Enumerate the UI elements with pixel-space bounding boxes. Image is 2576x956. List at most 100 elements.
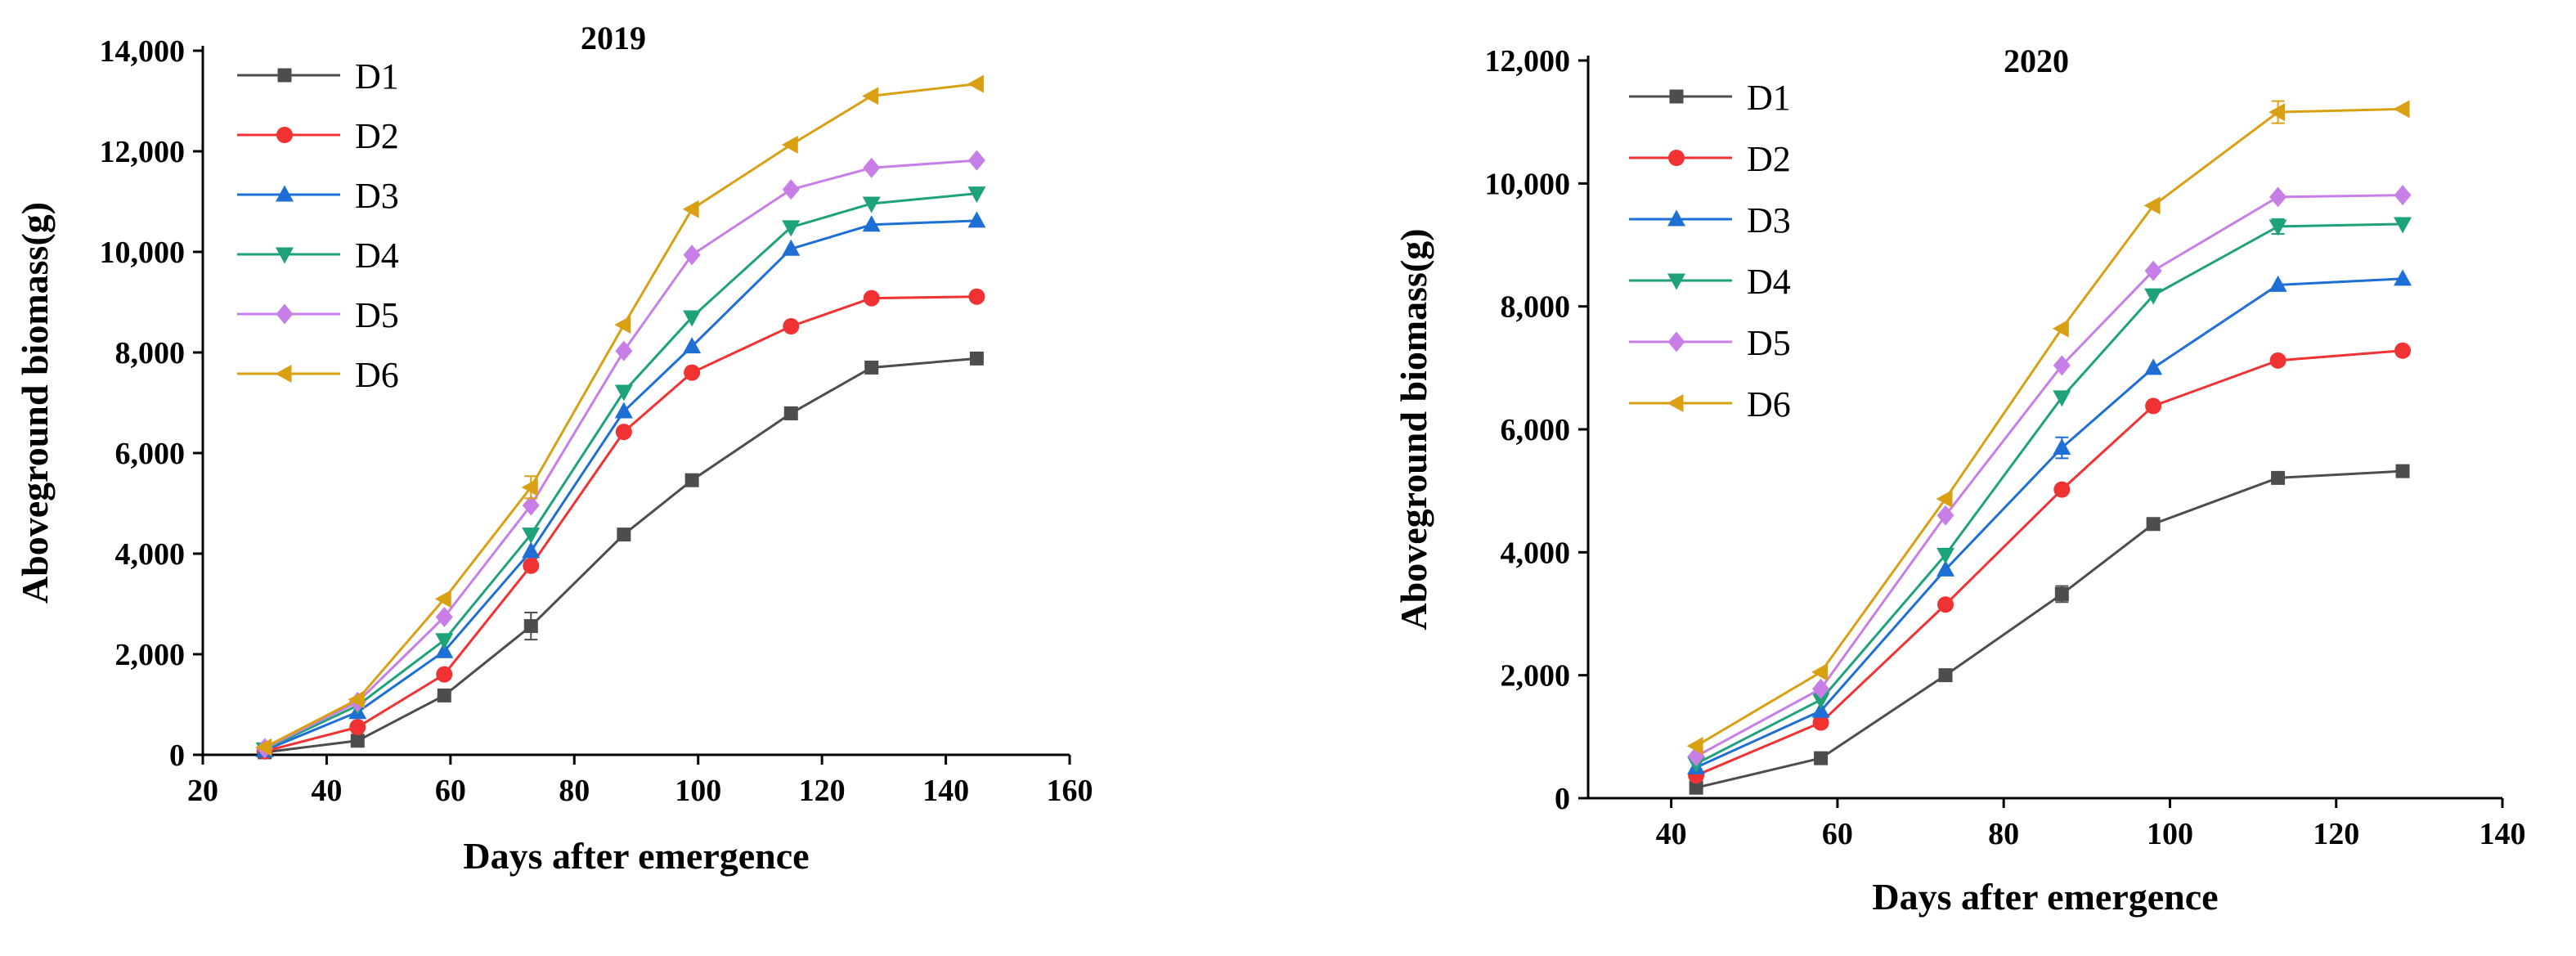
y-tick-label: 4,000: [115, 537, 186, 572]
chart-panel-2020: 40 60 80 100 120 140 0 2,000 4,000 6,000 8,000 10,0…: [1393, 43, 2526, 918]
data-point-D2: [863, 289, 880, 307]
data-point-D6: [1936, 489, 1953, 508]
series-line-D3: [1695, 277, 2403, 769]
data-point-D6: [255, 738, 272, 756]
data-point-D2: [783, 318, 800, 335]
data-point-D4: [1936, 547, 1955, 564]
data-point-D3: [435, 641, 454, 658]
data-point-D4: [2394, 217, 2412, 234]
data-point-D5: [2394, 185, 2412, 206]
legend-label-D4: D4: [355, 236, 399, 276]
y-tick-label: 2,000: [115, 638, 186, 672]
data-point-D2: [2145, 397, 2162, 415]
data-point-D3: [614, 402, 633, 419]
data-point-D1: [617, 527, 631, 542]
data-point-D5: [967, 150, 985, 171]
data-point-D6: [2052, 319, 2069, 338]
y-axis-title: Aboveground biomass(g): [1393, 228, 1434, 630]
data-point-D4: [967, 186, 986, 204]
data-point-D1: [684, 473, 699, 487]
x-tick-label: 120: [799, 774, 846, 808]
data-point-D3: [2269, 275, 2287, 292]
data-point-D5: [683, 245, 701, 266]
data-point-D5: [615, 340, 633, 361]
legend-marker-D2: [1668, 150, 1685, 166]
legend-label-D2: D2: [355, 116, 399, 156]
data-point-D1: [2395, 464, 2410, 478]
data-point-D3: [683, 337, 702, 354]
data-point-D3: [1936, 559, 1955, 577]
data-point-D2: [615, 424, 632, 441]
data-point-D2: [349, 719, 366, 736]
series-line-D1: [1695, 469, 2403, 789]
data-point-D3: [2394, 269, 2412, 286]
legend-label-D5: D5: [355, 295, 399, 335]
series-D5: [256, 150, 985, 759]
data-point-D5: [2053, 355, 2071, 376]
x-axis-title: Days after emergence: [463, 835, 809, 877]
data-point-D4: [2053, 390, 2071, 407]
data-point-D6: [1686, 737, 1703, 756]
data-point-D1: [350, 734, 365, 748]
data-point-D4: [1811, 693, 1830, 710]
data-point-D4: [683, 310, 702, 327]
data-point-D5: [1936, 505, 1954, 526]
data-point-D3: [2144, 358, 2163, 375]
x-tick-label: 40: [1656, 817, 1687, 851]
x-tick-label: 100: [675, 774, 721, 808]
data-point-D6: [781, 136, 798, 155]
data-point-D5: [435, 606, 453, 627]
series-D1: [258, 351, 984, 760]
data-point-D3: [1811, 701, 1830, 718]
legend-label-D1: D1: [355, 56, 399, 96]
y-tick-label: 4,000: [1501, 536, 1571, 570]
data-point-D3: [522, 541, 541, 559]
data-point-D6: [614, 316, 631, 334]
legend-marker-D3: [276, 185, 294, 202]
series-D2: [1688, 342, 2412, 784]
legend-label-D3: D3: [355, 176, 399, 216]
x-tick-label: 160: [1047, 774, 1093, 808]
series-D3: [1687, 269, 2412, 774]
y-tick-label: 12,000: [1485, 44, 1571, 79]
legend-label-D1: D1: [1747, 78, 1791, 118]
legend-marker-D5: [1667, 331, 1685, 352]
y-tick-label: 10,000: [100, 236, 186, 270]
y-tick-label: 2,000: [1501, 659, 1571, 693]
legend-marker-D4: [276, 247, 294, 264]
legend-marker-D6: [275, 365, 292, 383]
data-point-D1: [2271, 470, 2286, 485]
legend: D1 D2 D3 D4 D5 D6: [237, 56, 399, 395]
data-point-D3: [967, 211, 986, 228]
legend-marker-D3: [1667, 209, 1685, 227]
data-point-D1: [783, 406, 798, 420]
data-point-D6: [862, 87, 879, 105]
legend-label-D3: D3: [1747, 200, 1791, 240]
data-point-D6: [348, 690, 365, 709]
data-point-D6: [1811, 662, 1829, 681]
data-point-D4: [522, 527, 541, 545]
data-point-D6: [434, 590, 451, 608]
chart-title: 2019: [581, 20, 646, 56]
series-D6: [1686, 100, 2410, 756]
legend: D1 D2 D3 D4 D5 D6: [1629, 78, 1791, 424]
x-tick-label: 140: [922, 774, 969, 808]
data-point-D3: [782, 239, 801, 256]
series-D4: [1687, 217, 2412, 774]
data-point-D1: [1689, 780, 1703, 795]
legend-marker-D5: [276, 303, 294, 325]
data-point-D2: [2053, 481, 2071, 498]
x-tick-label: 60: [1822, 817, 1853, 851]
data-point-D5: [782, 179, 800, 200]
data-point-D5: [2269, 186, 2287, 208]
y-tick-label: 0: [169, 738, 185, 773]
data-point-D6: [2143, 196, 2161, 215]
y-tick-label: 8,000: [1501, 290, 1571, 325]
x-tick-label: 100: [2147, 817, 2193, 851]
data-point-D5: [522, 495, 540, 516]
data-point-D4: [862, 196, 881, 213]
data-point-D4: [2144, 288, 2163, 305]
legend-label-D6: D6: [355, 355, 399, 395]
